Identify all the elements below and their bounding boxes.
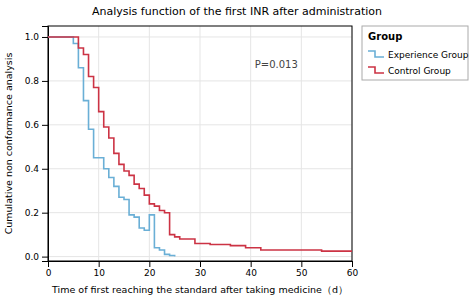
tick-mark [42,169,48,170]
tick-label: 1.0 [25,32,40,42]
grid-line-y [48,36,352,37]
y-axis-title: Cumulative non conformance analysis [3,53,14,235]
tick: 10 [93,261,105,278]
tick: 0.4 [25,164,48,174]
tick-mark [42,213,48,214]
tick-mark [149,261,150,267]
series-line [48,37,175,257]
grid [48,26,352,261]
plot-frame [48,26,352,261]
tick: 0.8 [25,76,48,86]
tick-mark [251,261,252,267]
chart-title: Analysis function of the first INR after… [92,5,382,18]
legend-label: Control Group [388,66,451,76]
tick: 50 [296,261,308,278]
legend: Group Experience Group Control Group [362,26,469,80]
tick: 1.0 [25,32,48,42]
tick-label: 0 [46,268,52,278]
tick-label: 10 [93,268,105,278]
tick: 30 [195,261,207,278]
tick-mark [352,261,353,267]
tick: 0.6 [25,120,48,130]
tick: 20 [144,261,156,278]
tick-mark [42,125,48,126]
grid-line-x [301,26,302,261]
chart-svg: 0 10 20 30 40 50 60 0.0 0.2 0.4 0.6 0.8 1.0 P=0.013 An… [0,0,474,299]
tick-label: 0.2 [25,208,39,218]
tick-label: 0.8 [25,76,40,86]
tick-mark [42,81,48,82]
series-line [48,37,352,251]
axis-line [49,262,353,268]
grid-line-x [250,26,251,261]
y-axis: 0.0 0.2 0.4 0.6 0.8 1.0 [25,27,49,262]
tick: 60 [347,261,359,278]
x-axis: 0 10 20 30 40 50 60 [46,261,359,278]
tick-label: 0.6 [25,120,40,130]
x-axis-title: Time of first reaching the standard afte… [51,284,348,295]
tick-label: 30 [195,268,207,278]
tick: 40 [245,261,257,278]
legend-title: Group [368,31,402,42]
legend-label: Experience Group [388,50,469,60]
tick-mark [200,261,201,267]
tick-label: 0.4 [25,164,40,174]
tick-label: 40 [245,268,257,278]
tick-label: 20 [144,268,156,278]
grid-line-y [48,124,352,125]
tick: 0.2 [25,208,48,218]
tick: 0.0 [25,252,48,262]
tick: 0 [46,261,52,278]
grid-line-y [48,212,352,213]
tick-label: 60 [347,268,359,278]
series-group [48,37,352,257]
grid-line-x [200,26,201,261]
chart-container: 0 10 20 30 40 50 60 0.0 0.2 0.4 0.6 0.8 1.0 P=0.013 An… [0,0,474,299]
tick-mark [42,257,48,258]
grid-line-y [48,256,352,257]
tick-mark [301,261,302,267]
tick-label: 0.0 [25,252,40,262]
legend-frame [362,26,468,80]
grid-line-x [98,26,99,261]
grid-line-y [48,168,352,169]
annotation: P=0.013 [255,59,298,70]
tick-mark [99,261,100,267]
legend-swatch [368,67,384,73]
legend-swatch [368,51,384,57]
tick-label: 50 [296,268,308,278]
tick-mark [42,37,48,38]
plot-area: 0 10 20 30 40 50 60 0.0 0.2 0.4 0.6 0.8 1.0 P=0.013 [25,26,359,278]
